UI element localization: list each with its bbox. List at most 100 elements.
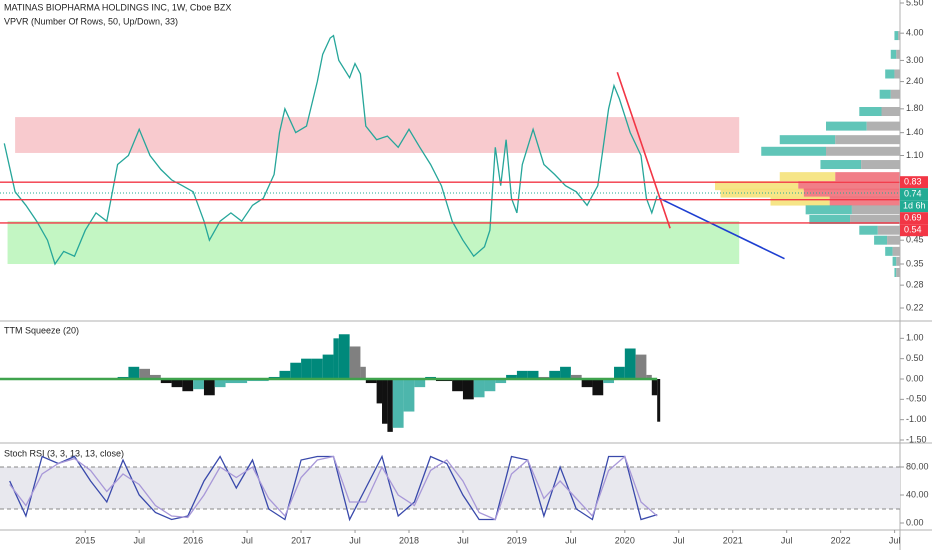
trendline: [659, 197, 785, 260]
price-tag-label: 0.54: [904, 225, 922, 235]
volume-profile-down: [892, 246, 900, 256]
volume-profile-up: [894, 31, 899, 41]
momentum-bar: [635, 354, 647, 379]
series-line: [9, 455, 658, 521]
x-tick-label: Jul: [889, 535, 901, 545]
momentum-bar: [484, 379, 496, 392]
momentum-bar: [560, 366, 571, 379]
volume-profile-up: [894, 267, 897, 277]
momentum-bar: [193, 379, 204, 390]
countdown-label: 1d 6h: [903, 201, 926, 211]
volume-profile-up: [874, 235, 888, 245]
x-tick-label: Jul: [241, 535, 253, 545]
volume-profile-down: [866, 121, 900, 131]
volume-profile-down: [894, 69, 900, 79]
momentum-bar: [414, 379, 426, 388]
chart-title: MATINAS BIOPHARMA HOLDINGS INC, 1W, Cboe…: [4, 2, 231, 12]
volume-profile-up: [761, 146, 826, 156]
volume-profile-up: [715, 181, 799, 191]
momentum-bar: [360, 366, 366, 379]
volume-profile-up: [820, 160, 862, 170]
zone: [7, 221, 740, 265]
y-tick-label: 1.00: [906, 333, 924, 343]
volume-profile-up: [859, 107, 882, 117]
volume-profile-up: [826, 121, 867, 131]
momentum-bar: [462, 379, 474, 400]
momentum-bar: [603, 379, 615, 384]
volume-profile-down: [887, 235, 900, 245]
price-tag: [900, 224, 928, 237]
momentum-bar: [349, 346, 361, 379]
x-tick-label: 2021: [723, 535, 743, 545]
volume-profile-down: [890, 89, 900, 99]
volume-profile-up: [770, 196, 830, 206]
indicator-label: Stoch RSI (3, 3, 13, 13, close): [4, 448, 124, 458]
volume-profile-down: [896, 267, 900, 277]
momentum-bar: [150, 374, 161, 379]
price-tag: [900, 188, 928, 201]
volume-profile-down: [835, 135, 900, 145]
momentum-bar: [311, 358, 323, 379]
x-tick-label: Jul: [349, 535, 361, 545]
momentum-bar: [473, 379, 485, 398]
indicator-label: VPVR (Number Of Rows, 50, Up/Down, 33): [4, 16, 178, 26]
volume-profile-up: [779, 135, 836, 145]
momentum-bar: [376, 379, 383, 404]
price-tag: [900, 176, 928, 189]
volume-profile-up: [892, 256, 897, 266]
momentum-bar: [506, 374, 517, 379]
y-tick-label: 1.80: [906, 103, 924, 113]
volume-profile-up: [879, 89, 891, 99]
price-pane: [0, 31, 900, 277]
x-tick-label: Jul: [673, 535, 685, 545]
volume-profile-up: [885, 69, 895, 79]
y-tick-label: 0.00: [906, 373, 924, 383]
y-tick-label: 5.50: [906, 0, 924, 7]
volume-profile-down: [835, 172, 900, 182]
volume-profile-down: [829, 196, 900, 206]
momentum-bar: [549, 370, 561, 379]
x-tick-label: 2022: [831, 535, 851, 545]
price-tag-label: 0.74: [904, 189, 922, 199]
momentum-bar: [290, 362, 302, 379]
x-tick-label: Jul: [133, 535, 145, 545]
momentum-bar: [624, 348, 636, 379]
volume-profile-up: [805, 205, 852, 215]
y-tick-label: -1.50: [906, 434, 927, 444]
x-tick-label: 2017: [291, 535, 311, 545]
zone: [15, 117, 740, 153]
volume-profile-up: [885, 246, 893, 256]
momentum-bar: [365, 379, 377, 384]
y-tick-label: 2.40: [906, 76, 924, 86]
momentum-bar: [657, 379, 661, 422]
volume-profile-down: [898, 31, 900, 41]
momentum-bar: [279, 370, 291, 379]
volume-profile-down: [851, 205, 900, 215]
volume-profile-up: [859, 225, 878, 235]
y-tick-label: -0.50: [906, 394, 927, 404]
y-tick-label: 3.00: [906, 55, 924, 65]
momentum-bar: [592, 379, 604, 396]
momentum-bar: [581, 379, 593, 388]
momentum-bar: [452, 379, 463, 392]
momentum-bar: [182, 379, 194, 392]
countdown-tag: [900, 200, 928, 213]
momentum-bar: [614, 366, 625, 379]
x-tick-label: Jul: [565, 535, 577, 545]
momentum-bar: [646, 374, 652, 379]
volume-profile-down: [861, 160, 900, 170]
price-tag-label: 0.69: [904, 213, 922, 223]
y-tick-label: 0.28: [906, 280, 924, 290]
y-tick-label: 1.40: [906, 127, 924, 137]
volume-profile-down: [850, 214, 900, 224]
volume-profile-down: [896, 256, 900, 266]
momentum-bar: [128, 366, 140, 379]
x-tick-label: 2016: [183, 535, 203, 545]
x-tick-label: 2018: [399, 535, 419, 545]
y-tick-label: 0.22: [906, 302, 924, 312]
x-tick-label: 2020: [615, 535, 635, 545]
momentum-bar: [403, 379, 415, 412]
price-tag: [900, 212, 928, 225]
